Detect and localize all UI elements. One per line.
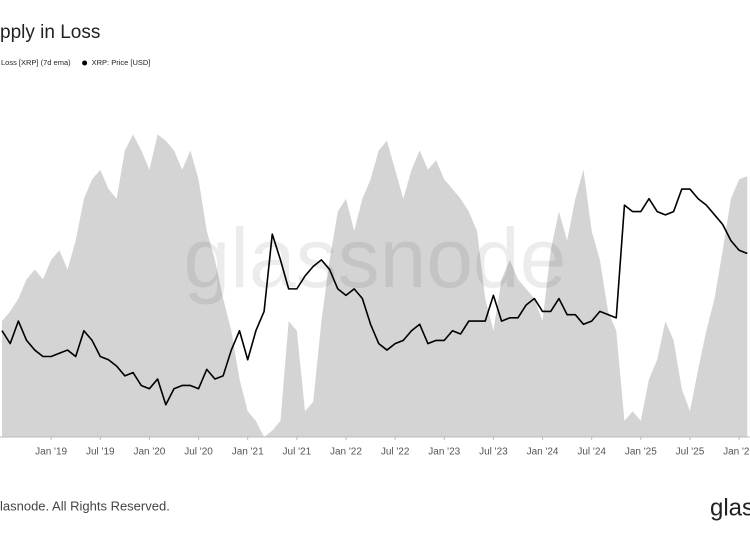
footer: lasnode. All Rights Reserved. [0,498,170,513]
chart-title: pply in Loss [0,22,100,43]
legend-marker [82,60,88,66]
x-tick-label: Jan '19 [35,447,67,458]
x-tick-label: Jan '25 [625,447,657,458]
x-tick-label: Jul '24 [577,447,606,458]
x-tick-label: Jul '20 [184,447,213,458]
plot-area [1,134,748,437]
x-tick-label: Jul '25 [676,447,705,458]
x-tick-label: Jan '22 [330,447,362,458]
x-tick-label: Jul '19 [86,447,115,458]
x-tick-label: Jul '22 [381,447,410,458]
line [1,188,748,406]
x-tick-label: Jan '23 [428,447,460,458]
legend-label: Loss [XRP] (7d ema) [1,58,71,67]
watermark: glassnode [184,211,567,305]
legend-label: XRP: Price [USD] [92,58,151,67]
x-tick-label: Jan '24 [527,447,559,458]
x-tick-label: Jan '20 [133,447,165,458]
x-tick-label: Jul '23 [479,447,508,458]
logo: glas [710,494,750,521]
x-tick-label: Jan '26 [723,447,750,458]
x-tick-label: Jul '21 [283,447,312,458]
x-tick-label: Jan '21 [232,447,264,458]
area [2,134,748,437]
